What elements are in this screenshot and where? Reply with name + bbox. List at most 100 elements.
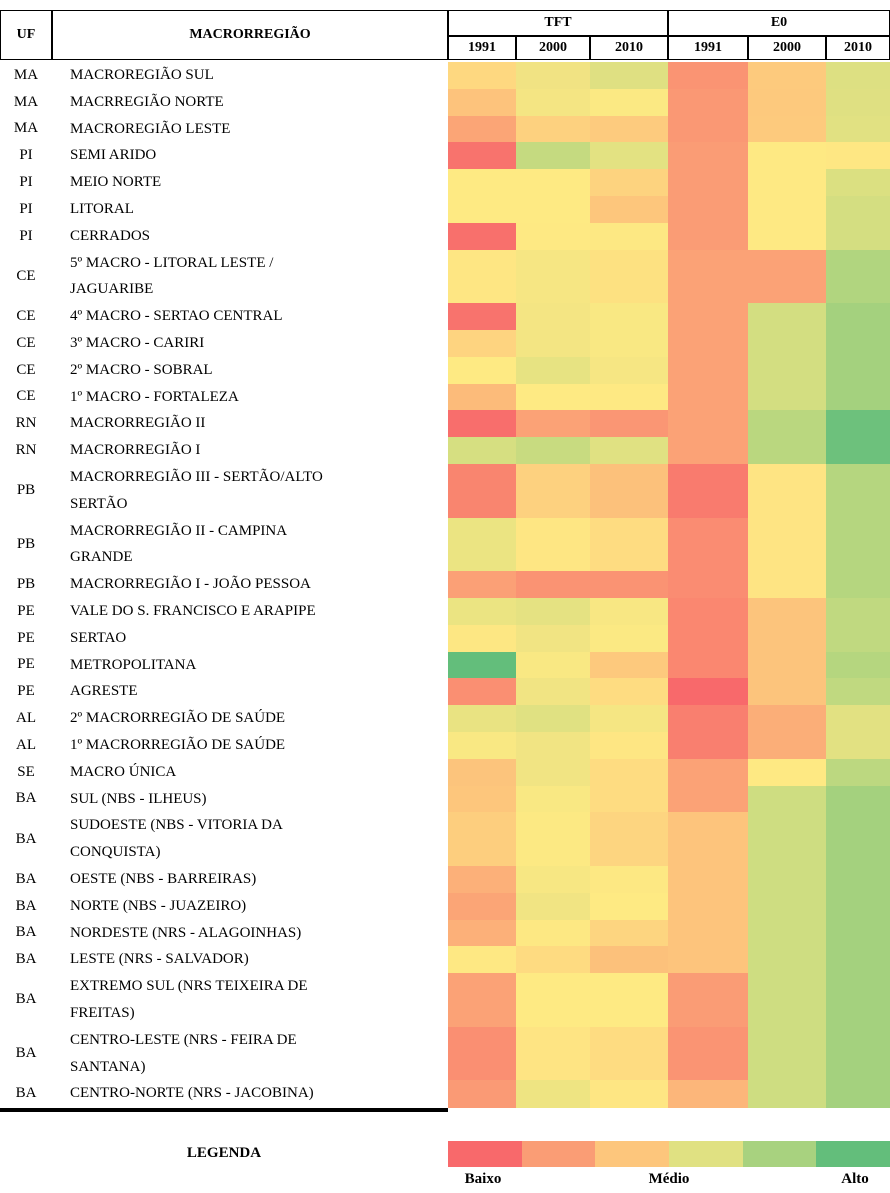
heat-cell bbox=[748, 169, 826, 197]
macro-cell: CENTRO-LESTE (NRS - FEIRA DE SANTANA) bbox=[52, 1027, 448, 1081]
heat-cell bbox=[516, 812, 590, 867]
header-year: 2010 bbox=[826, 36, 890, 60]
heat-cell bbox=[448, 410, 516, 438]
heat-cell bbox=[590, 142, 668, 170]
heat-cell bbox=[516, 196, 590, 224]
macro-line: CONQUISTA) bbox=[70, 844, 161, 861]
heat-cell bbox=[516, 598, 590, 626]
heat-cell bbox=[516, 624, 590, 653]
heat-cell bbox=[590, 169, 668, 197]
heat-cell bbox=[448, 437, 516, 465]
heat-cell bbox=[826, 169, 890, 197]
heat-cell bbox=[748, 303, 826, 331]
heat-cell bbox=[448, 303, 516, 331]
heat-cell bbox=[516, 303, 590, 331]
header-group: E0 bbox=[668, 10, 890, 36]
macro-line: CENTRO-LESTE (NRS - FEIRA DE bbox=[70, 1031, 297, 1048]
heat-cell bbox=[590, 517, 668, 572]
macro-line: SANTANA) bbox=[70, 1058, 146, 1075]
heat-cell bbox=[826, 812, 890, 867]
macro-cell: CENTRO-NORTE (NRS - JACOBINA) bbox=[52, 1080, 448, 1107]
header-year: 2010 bbox=[590, 36, 668, 60]
heat-cell bbox=[590, 383, 668, 411]
heat-cell bbox=[590, 919, 668, 947]
heat-cell bbox=[516, 222, 590, 251]
heat-cell bbox=[590, 1026, 668, 1081]
heat-cell bbox=[668, 115, 748, 143]
macro-line: MACRORREGIÃO II bbox=[70, 415, 206, 432]
heat-cell bbox=[448, 249, 516, 304]
heat-cell bbox=[448, 705, 516, 733]
macro-line: OESTE (NBS - BARREIRAS) bbox=[70, 871, 257, 887]
heat-cell bbox=[448, 678, 516, 706]
heat-cell bbox=[748, 705, 826, 733]
heat-cell bbox=[590, 732, 668, 760]
macro-cell: VALE DO S. FRANCISCO E ARAPIPE bbox=[52, 598, 448, 625]
heat-cell bbox=[748, 437, 826, 465]
heat-cell bbox=[668, 383, 748, 411]
heat-cell bbox=[516, 249, 590, 304]
macro-cell: NORDESTE (NRS - ALAGOINHAS) bbox=[52, 920, 448, 947]
heat-cell bbox=[516, 356, 590, 385]
heat-cell bbox=[668, 437, 748, 465]
macro-cell: MEIO NORTE bbox=[52, 169, 448, 196]
macro-cell: CERRADOS bbox=[52, 223, 448, 250]
heat-cell bbox=[448, 88, 516, 117]
heat-cell bbox=[668, 410, 748, 438]
heat-cell bbox=[448, 651, 516, 679]
uf-cell: BA bbox=[15, 830, 37, 847]
heat-cell bbox=[748, 1080, 826, 1108]
legend-label: Alto bbox=[841, 1171, 869, 1188]
heat-cell bbox=[516, 732, 590, 760]
heat-cell bbox=[748, 651, 826, 679]
uf-cell: PB bbox=[16, 576, 36, 593]
heat-cell bbox=[826, 758, 890, 787]
heat-cell bbox=[590, 812, 668, 867]
heat-cell bbox=[590, 758, 668, 787]
heat-cell bbox=[516, 919, 590, 947]
heat-cell bbox=[590, 303, 668, 331]
heat-cell bbox=[448, 973, 516, 1028]
legend-swatch bbox=[742, 1141, 817, 1168]
heat-cell bbox=[826, 142, 890, 170]
heat-cell bbox=[748, 732, 826, 760]
macro-line: SERTAO bbox=[70, 629, 127, 646]
uf-cell: PE bbox=[17, 629, 35, 646]
heat-cell bbox=[516, 330, 590, 358]
heat-cell bbox=[668, 678, 748, 706]
uf-cell: AL bbox=[16, 736, 36, 753]
heat-cell bbox=[516, 62, 590, 90]
heat-cell bbox=[748, 973, 826, 1028]
heat-cell bbox=[668, 356, 748, 385]
uf-cell: BA bbox=[15, 870, 37, 887]
heat-cell bbox=[516, 785, 590, 813]
uf-cell: PI bbox=[19, 200, 33, 217]
heat-cell bbox=[516, 169, 590, 197]
heat-cell bbox=[826, 88, 890, 117]
heat-cell bbox=[826, 624, 890, 653]
legend-swatch bbox=[816, 1141, 890, 1168]
macro-line: VALE DO S. FRANCISCO E ARAPIPE bbox=[70, 603, 316, 619]
heat-cell bbox=[516, 517, 590, 572]
heat-cell bbox=[826, 1080, 890, 1108]
heat-cell bbox=[748, 222, 826, 251]
heat-cell bbox=[516, 705, 590, 733]
heat-cell bbox=[748, 383, 826, 411]
heat-cell bbox=[590, 892, 668, 921]
heat-cell bbox=[590, 115, 668, 143]
heat-cell bbox=[826, 866, 890, 894]
heat-cell bbox=[748, 62, 826, 90]
macro-cell: OESTE (NBS - BARREIRAS) bbox=[52, 866, 448, 893]
heat-cell bbox=[826, 115, 890, 143]
heat-cell bbox=[590, 1080, 668, 1108]
heat-cell bbox=[590, 330, 668, 358]
heat-cell bbox=[448, 222, 516, 251]
heat-cell bbox=[668, 303, 748, 331]
heat-cell bbox=[668, 464, 748, 519]
heat-cell bbox=[448, 598, 516, 626]
macro-line: MACRORREGIÃO I - JOÃO PESSOA bbox=[70, 576, 311, 593]
heat-cell bbox=[668, 598, 748, 626]
macro-line: MEIO NORTE bbox=[70, 174, 162, 191]
heat-cell bbox=[590, 222, 668, 251]
heat-cell bbox=[448, 142, 516, 170]
